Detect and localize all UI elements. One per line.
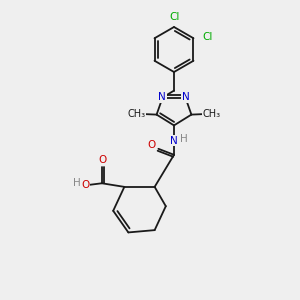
Text: Cl: Cl: [203, 32, 213, 42]
Text: N: N: [158, 92, 166, 102]
Text: H: H: [74, 178, 81, 188]
Text: O: O: [148, 140, 156, 150]
Text: N: N: [170, 136, 178, 146]
Text: Cl: Cl: [169, 12, 180, 22]
Text: O: O: [82, 180, 90, 190]
Text: N: N: [182, 92, 190, 102]
Text: CH₃: CH₃: [203, 109, 221, 119]
Text: H: H: [180, 134, 188, 144]
Text: O: O: [98, 155, 106, 165]
Text: CH₃: CH₃: [127, 109, 145, 119]
